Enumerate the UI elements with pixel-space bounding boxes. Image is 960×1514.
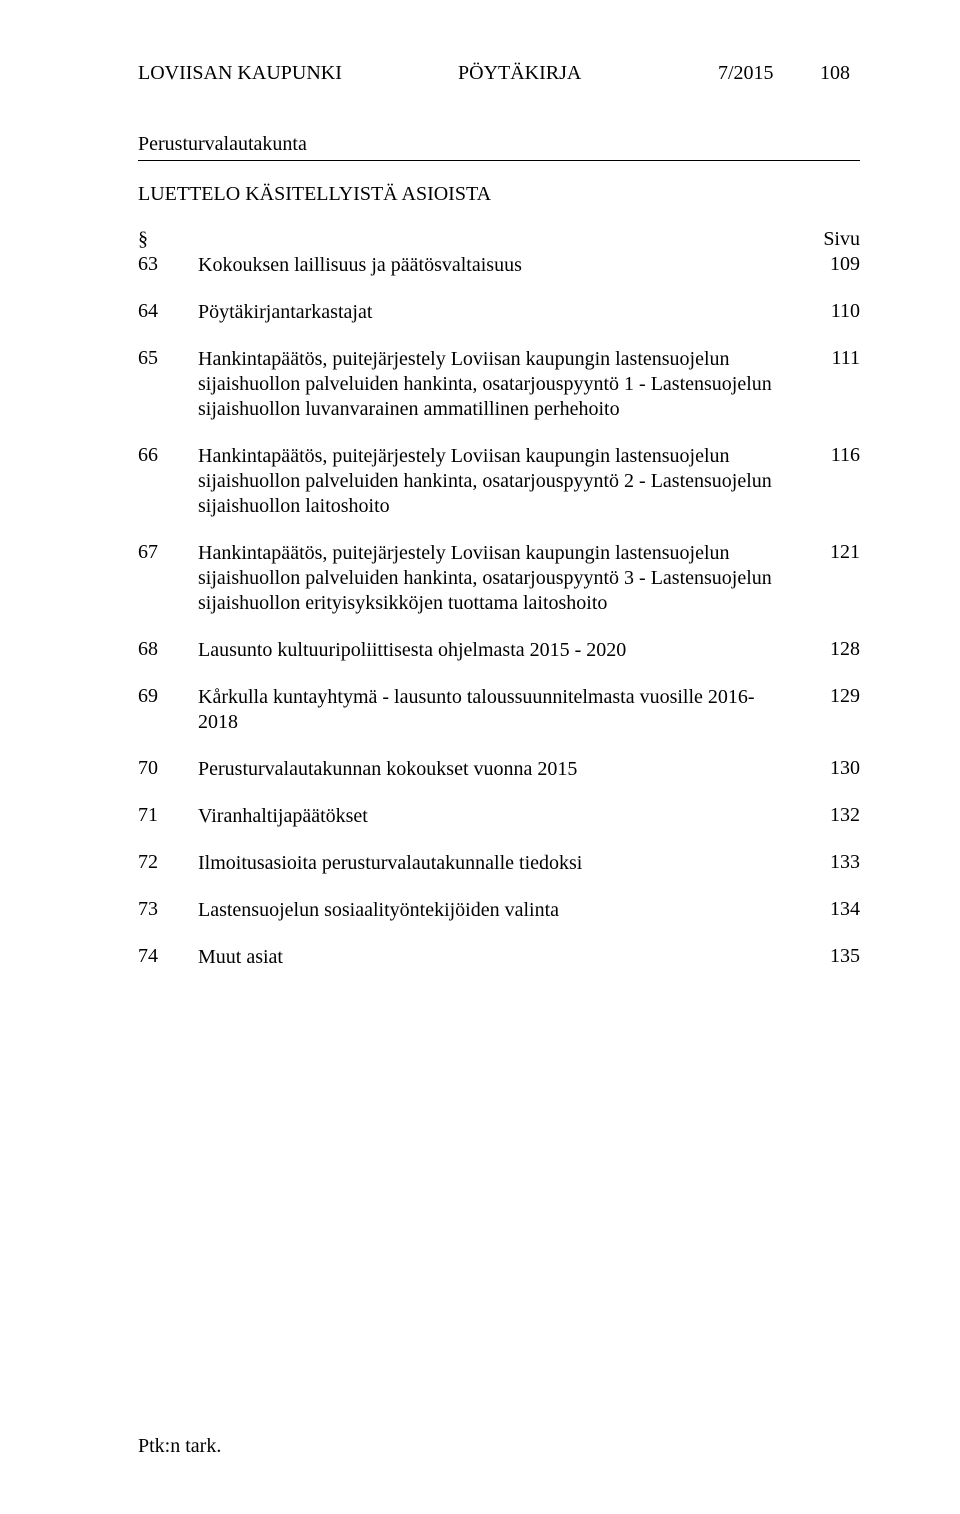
toc-item-page: 109 bbox=[800, 253, 860, 276]
toc-header-spacer bbox=[198, 228, 800, 251]
toc-item-page: 135 bbox=[800, 945, 860, 968]
header-doc-type: PÖYTÄKIRJA bbox=[458, 62, 718, 85]
toc-row: 74 Muut asiat 135 bbox=[138, 945, 860, 970]
toc-header-page-label: Sivu bbox=[800, 228, 860, 251]
toc-item-page: 134 bbox=[800, 898, 860, 921]
toc-item-page: 111 bbox=[800, 347, 860, 370]
toc-header-symbol: § bbox=[138, 228, 198, 251]
toc-item-title: Lastensuojelun sosiaalityöntekijöiden va… bbox=[198, 898, 800, 923]
toc-item-title: Kårkulla kuntayhtymä - lausunto taloussu… bbox=[198, 685, 800, 735]
toc-item-number: 67 bbox=[138, 541, 198, 564]
toc-row: 70 Perusturvalautakunnan kokoukset vuonn… bbox=[138, 757, 860, 782]
toc-header-row: § Sivu bbox=[138, 228, 860, 251]
header-issue: 7/2015 bbox=[718, 62, 808, 85]
toc-item-page: 116 bbox=[800, 444, 860, 467]
toc-item-number: 70 bbox=[138, 757, 198, 780]
toc-row: 65 Hankintapäätös, puitejärjestely Lovii… bbox=[138, 347, 860, 422]
toc-item-number: 73 bbox=[138, 898, 198, 921]
toc-item-number: 63 bbox=[138, 253, 198, 276]
toc-row: 63 Kokouksen laillisuus ja päätösvaltais… bbox=[138, 253, 860, 278]
toc-row: 67 Hankintapäätös, puitejärjestely Lovii… bbox=[138, 541, 860, 616]
toc-item-title: Viranhaltijapäätökset bbox=[198, 804, 800, 829]
toc-row: 68 Lausunto kultuuripoliittisesta ohjelm… bbox=[138, 638, 860, 663]
toc-item-number: 69 bbox=[138, 685, 198, 708]
header-page-number: 108 bbox=[808, 62, 860, 85]
toc: § Sivu 63 Kokouksen laillisuus ja päätös… bbox=[138, 228, 860, 970]
committee-name: Perusturvalautakunta bbox=[138, 133, 860, 156]
toc-row: 69 Kårkulla kuntayhtymä - lausunto talou… bbox=[138, 685, 860, 735]
toc-title: LUETTELO KÄSITELLYISTÄ ASIOISTA bbox=[138, 183, 860, 206]
toc-item-number: 66 bbox=[138, 444, 198, 467]
toc-item-title: Kokouksen laillisuus ja päätösvaltaisuus bbox=[198, 253, 800, 278]
header: LOVIISAN KAUPUNKI PÖYTÄKIRJA 7/2015 108 bbox=[138, 62, 860, 85]
toc-item-title: Perusturvalautakunnan kokoukset vuonna 2… bbox=[198, 757, 800, 782]
toc-row: 66 Hankintapäätös, puitejärjestely Lovii… bbox=[138, 444, 860, 519]
toc-item-number: 72 bbox=[138, 851, 198, 874]
toc-item-page: 133 bbox=[800, 851, 860, 874]
toc-item-title: Hankintapäätös, puitejärjestely Loviisan… bbox=[198, 347, 800, 422]
toc-item-page: 110 bbox=[800, 300, 860, 323]
divider bbox=[138, 160, 860, 161]
footer-note: Ptk:n tark. bbox=[138, 1435, 221, 1458]
toc-item-number: 65 bbox=[138, 347, 198, 370]
toc-item-number: 74 bbox=[138, 945, 198, 968]
toc-row: 71 Viranhaltijapäätökset 132 bbox=[138, 804, 860, 829]
toc-item-number: 71 bbox=[138, 804, 198, 827]
toc-item-page: 132 bbox=[800, 804, 860, 827]
toc-row: 72 Ilmoitusasioita perusturvalautakunnal… bbox=[138, 851, 860, 876]
toc-item-title: Hankintapäätös, puitejärjestely Loviisan… bbox=[198, 541, 800, 616]
toc-item-title: Ilmoitusasioita perusturvalautakunnalle … bbox=[198, 851, 800, 876]
toc-row: 64 Pöytäkirjantarkastajat 110 bbox=[138, 300, 860, 325]
toc-item-title: Muut asiat bbox=[198, 945, 800, 970]
toc-item-title: Lausunto kultuuripoliittisesta ohjelmast… bbox=[198, 638, 800, 663]
toc-item-page: 121 bbox=[800, 541, 860, 564]
toc-item-page: 128 bbox=[800, 638, 860, 661]
toc-item-page: 129 bbox=[800, 685, 860, 708]
page: LOVIISAN KAUPUNKI PÖYTÄKIRJA 7/2015 108 … bbox=[0, 0, 960, 1514]
toc-item-title: Hankintapäätös, puitejärjestely Loviisan… bbox=[198, 444, 800, 519]
toc-item-number: 64 bbox=[138, 300, 198, 323]
toc-item-page: 130 bbox=[800, 757, 860, 780]
toc-row: 73 Lastensuojelun sosiaalityöntekijöiden… bbox=[138, 898, 860, 923]
header-organization: LOVIISAN KAUPUNKI bbox=[138, 62, 458, 85]
toc-item-title: Pöytäkirjantarkastajat bbox=[198, 300, 800, 325]
toc-item-number: 68 bbox=[138, 638, 198, 661]
